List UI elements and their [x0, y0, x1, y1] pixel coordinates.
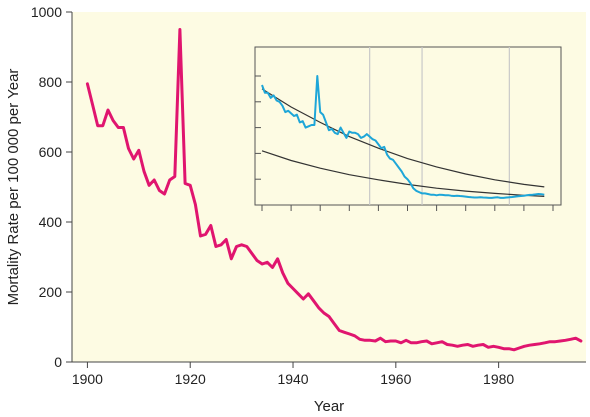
inset-series-line — [261, 75, 545, 199]
x-tick-label: 1960 — [380, 371, 411, 387]
y-tick-label: 200 — [39, 284, 63, 300]
x-tick-label: 1940 — [277, 371, 308, 387]
y-axis-title: Mortality Rate per 100 000 per Year — [5, 69, 22, 306]
inset-trend-line — [261, 88, 545, 188]
inset-ticks — [255, 75, 554, 211]
y-tick-label: 0 — [54, 354, 62, 370]
y-tick-label: 400 — [39, 214, 63, 230]
x-tick-label: 1920 — [175, 371, 206, 387]
y-tick-label: 800 — [39, 74, 63, 90]
inset-trend-line — [261, 150, 545, 197]
x-tick-label: 1980 — [483, 371, 514, 387]
inset-chart — [254, 46, 562, 211]
x-tick-label: 1900 — [72, 371, 103, 387]
y-axis-ticks: 0 200 400 600 800 1000 — [31, 4, 72, 370]
y-tick-label: 600 — [39, 144, 63, 160]
x-axis-title: Year — [314, 398, 344, 415]
y-tick-label: 1000 — [31, 4, 62, 20]
x-axis-ticks: 1900 1920 1940 1960 1980 — [72, 362, 514, 387]
main-series-line — [85, 28, 583, 352]
inset-trend-lines — [261, 88, 545, 197]
